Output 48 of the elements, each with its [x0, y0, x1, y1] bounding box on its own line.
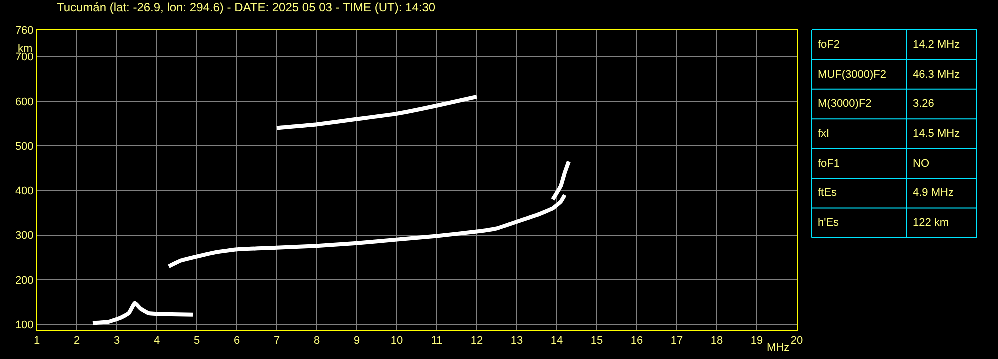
text: 14.2 MHz — [913, 39, 960, 51]
text: 122 km — [913, 217, 950, 229]
x-tick-label: 1 — [34, 335, 40, 348]
x-tick-label: 17 — [670, 335, 684, 348]
x-tick-label: 12 — [470, 335, 484, 348]
line-series — [91, 301, 195, 326]
text: h'Es — [818, 217, 840, 229]
x-tick-label: 3 — [114, 335, 120, 348]
text: fxI — [818, 128, 830, 140]
x-tick-label: 11 — [431, 335, 443, 348]
x-axis-title: MHz — [767, 342, 790, 354]
x-tick-label: 5 — [194, 335, 200, 348]
y-tick-label: 600 — [15, 96, 34, 108]
x-tick-label: 8 — [314, 335, 320, 348]
text: foF1 — [818, 158, 840, 170]
text: foF2 — [818, 39, 840, 51]
x-tick-label: 20 — [790, 335, 804, 348]
y-tick-label: 500 — [15, 140, 34, 153]
line-series — [167, 193, 567, 269]
text: 46.3 MHz — [913, 69, 960, 81]
x-tick-label: 16 — [630, 335, 644, 348]
x-tick-label: 2 — [74, 335, 80, 348]
x-tick-label: 15 — [590, 335, 604, 348]
x-tick-label: 19 — [750, 335, 764, 348]
text: 3.26 — [913, 98, 934, 110]
y-tick-label: 400 — [15, 186, 34, 198]
y-tick-label: 700 — [15, 52, 34, 64]
text: NO — [913, 158, 930, 170]
x-tick-label: 4 — [154, 335, 160, 348]
x-tick-label: 13 — [510, 335, 524, 348]
line-series — [551, 160, 571, 202]
y-tick-label: 100 — [15, 319, 34, 332]
x-tick-label: 6 — [234, 335, 240, 348]
y-tick-label: 200 — [15, 274, 34, 287]
line-series — [275, 94, 479, 130]
chart-title: Tucumán (lat: -26.9, lon: 294.6) - DATE: 2025 05 03 - TIME (UT): 14:30 — [56, 0, 436, 14]
x-tick-label: 7 — [274, 335, 280, 348]
text: MUF(3000)F2 — [818, 69, 886, 81]
y-tick-label: 300 — [15, 230, 34, 242]
text: ftEs — [818, 187, 838, 199]
text: 14.5 MHz — [913, 128, 960, 140]
text: M(3000)F2 — [818, 98, 872, 110]
x-tick-label: 9 — [354, 335, 360, 348]
x-tick-label: 10 — [390, 335, 404, 348]
x-tick-label: 18 — [710, 335, 724, 348]
x-tick-label: 14 — [550, 335, 564, 348]
text: 4.9 MHz — [913, 187, 954, 199]
y-tick-label: 760 — [15, 24, 34, 37]
